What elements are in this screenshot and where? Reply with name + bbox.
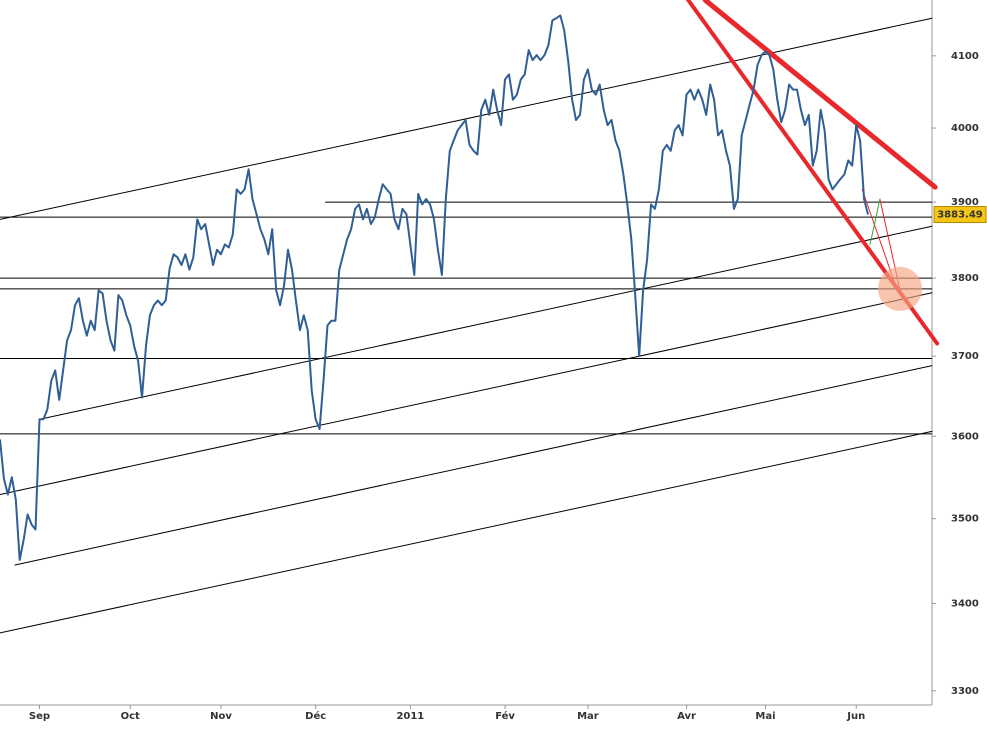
target-circle bbox=[878, 266, 923, 311]
trend-line bbox=[0, 292, 933, 496]
x-tick-label: Mar bbox=[577, 711, 599, 722]
x-tick-label: Mai bbox=[755, 711, 775, 722]
trend-line bbox=[14, 365, 933, 566]
trend-line bbox=[39, 225, 933, 420]
y-tick-label: 3600 bbox=[951, 431, 979, 442]
y-tick-label: 3800 bbox=[951, 273, 979, 284]
x-tick-label: Oct bbox=[121, 711, 140, 722]
trend-line bbox=[869, 198, 881, 245]
y-tick-label: 4100 bbox=[951, 51, 979, 62]
trend-line bbox=[0, 430, 933, 634]
x-tick-label: Fév bbox=[495, 710, 515, 722]
y-tick-label: 3700 bbox=[951, 351, 979, 362]
x-tick-label: Avr bbox=[677, 711, 696, 722]
y-tick-label: 3500 bbox=[951, 514, 979, 525]
x-tick-label: Nov bbox=[210, 711, 232, 722]
y-tick-label: 3400 bbox=[951, 598, 979, 609]
x-tick-label: 2011 bbox=[396, 711, 424, 722]
last-value-box bbox=[933, 206, 987, 224]
trend-line bbox=[702, 0, 938, 190]
x-tick-label: Sep bbox=[29, 711, 50, 722]
trend-line bbox=[0, 17, 933, 220]
y-tick-label: 3300 bbox=[951, 686, 979, 697]
price-line bbox=[0, 14, 869, 561]
last-value-label: 3883.49 bbox=[937, 210, 983, 221]
y-tick-label: 4000 bbox=[951, 123, 979, 134]
y-tick-label: 3900 bbox=[951, 197, 979, 208]
x-tick-label: Déc bbox=[305, 710, 326, 722]
x-tick-label: Jun bbox=[846, 711, 865, 722]
